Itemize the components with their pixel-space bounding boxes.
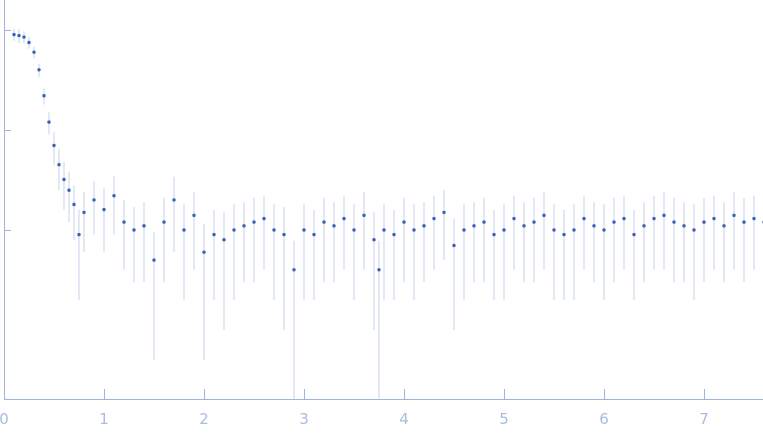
x-ticks: 0 1 2 3 4 5 6 7 — [0, 389, 709, 428]
data-point — [522, 224, 526, 228]
data-point — [482, 220, 486, 224]
data-point — [722, 224, 726, 228]
data-point — [152, 258, 156, 262]
data-point — [352, 228, 356, 232]
data-point — [272, 228, 276, 232]
data-point — [57, 162, 61, 167]
data-point — [692, 228, 696, 232]
data-point — [27, 40, 31, 45]
data-point — [162, 220, 166, 224]
data-point — [462, 228, 466, 232]
data-point — [542, 213, 546, 218]
data-point — [712, 216, 716, 221]
data-point — [382, 228, 386, 232]
data-point — [622, 216, 626, 221]
x-tick-label: 7 — [699, 410, 709, 428]
data-point — [672, 220, 676, 224]
data-point — [232, 228, 236, 232]
data-point — [12, 32, 16, 37]
data-point — [262, 216, 266, 221]
data-point — [532, 220, 536, 224]
data-point — [32, 50, 36, 54]
data-point — [182, 228, 186, 232]
data-point — [212, 232, 216, 237]
data-point — [52, 143, 56, 148]
data-point — [702, 220, 706, 224]
data-point — [202, 250, 206, 254]
data-point — [392, 232, 396, 237]
data-point — [402, 220, 406, 224]
x-tick-label: 3 — [299, 410, 309, 428]
x-tick-label: 4 — [399, 410, 409, 428]
data-point — [252, 220, 256, 224]
data-point — [442, 210, 446, 215]
data-point — [642, 224, 646, 228]
data-point — [632, 232, 636, 237]
data-point — [77, 232, 81, 237]
x-tick-label: 0 — [0, 410, 9, 428]
data-point — [92, 198, 96, 202]
data-point — [742, 220, 746, 224]
data-point — [67, 188, 71, 192]
data-point — [562, 232, 566, 237]
data-point — [142, 224, 146, 228]
data-point — [572, 228, 576, 232]
data-point — [72, 202, 76, 207]
error-bars — [13, 29, 755, 399]
x-tick-label: 1 — [99, 410, 109, 428]
data-point — [222, 237, 226, 242]
data-point — [292, 268, 296, 272]
data-point — [17, 33, 21, 38]
data-point — [322, 220, 326, 224]
data-point — [372, 237, 376, 242]
x-tick-label: 2 — [199, 410, 209, 428]
data-point — [452, 243, 456, 248]
data-point — [377, 268, 381, 272]
data-point — [582, 216, 586, 221]
data-point — [752, 216, 756, 221]
y-ticks — [4, 30, 11, 231]
x-tick-label: 5 — [499, 410, 509, 428]
data-point — [492, 232, 496, 237]
data-point — [37, 68, 41, 72]
data-point — [82, 210, 86, 215]
x-tick-label: 6 — [599, 410, 609, 428]
data-point — [62, 177, 66, 182]
data-point — [332, 224, 336, 228]
data-point — [512, 216, 516, 221]
data-point — [102, 207, 106, 212]
data-point — [192, 213, 196, 218]
data-point — [652, 216, 656, 221]
data-points — [12, 32, 763, 272]
data-point — [312, 232, 316, 237]
data-point — [362, 213, 366, 218]
data-point — [662, 213, 666, 218]
data-point — [112, 194, 116, 198]
data-point — [682, 224, 686, 228]
data-point — [612, 220, 616, 224]
data-point — [432, 216, 436, 221]
data-point — [412, 228, 416, 232]
data-point — [602, 228, 606, 232]
data-point — [552, 228, 556, 232]
data-point — [302, 228, 306, 232]
data-point — [42, 94, 46, 98]
data-point — [422, 224, 426, 228]
data-point — [242, 224, 246, 228]
data-point — [172, 198, 176, 202]
data-point — [342, 216, 346, 221]
data-point — [592, 224, 596, 228]
data-point — [502, 228, 506, 232]
data-point — [47, 120, 51, 124]
data-point — [22, 35, 26, 39]
data-point — [732, 213, 736, 218]
data-point — [282, 232, 286, 237]
data-point — [122, 220, 126, 224]
data-point — [132, 228, 136, 232]
data-point — [472, 224, 476, 228]
